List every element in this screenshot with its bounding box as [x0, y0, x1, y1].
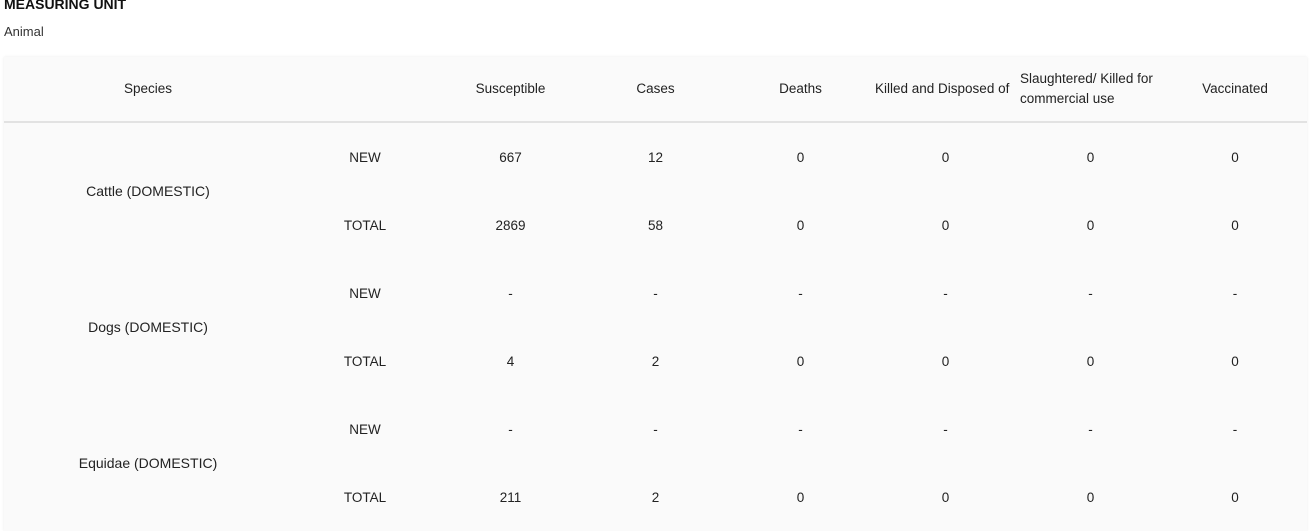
deaths-cell: 0: [796, 489, 805, 505]
vaccinated-cell: 0: [1231, 149, 1239, 165]
species-cell: Equidae (DOMESTIC): [78, 455, 218, 471]
table-row: TOTAL 4 2 0 0 0 0: [4, 327, 1307, 395]
vaccinated-cell: -: [1232, 285, 1238, 301]
cases-cell: 2: [651, 489, 660, 505]
cases-cell: -: [653, 421, 658, 437]
killed-disposed-cell: -: [943, 421, 948, 437]
table-row: Dogs (DOMESTIC) NEW - - - - - -: [4, 259, 1307, 336]
susceptible-cell: 667: [499, 149, 522, 165]
species-cell: Dogs (DOMESTIC): [88, 319, 208, 335]
type-cell: NEW: [349, 285, 381, 301]
table-row: TOTAL 2869 58 0 0 0 0: [4, 191, 1307, 259]
cases-cell: 2: [651, 353, 660, 369]
deaths-cell: 0: [796, 353, 805, 369]
susceptible-cell: -: [508, 285, 513, 301]
deaths-cell: -: [798, 285, 803, 301]
table-row: Cattle (DOMESTIC) NEW 667 12 0 0 0 0: [4, 123, 1307, 200]
killed-disposed-cell: -: [943, 285, 948, 301]
type-cell: TOTAL: [343, 217, 387, 233]
type-cell: TOTAL: [343, 353, 387, 369]
slaughtered-cell: 0: [1086, 353, 1095, 369]
susceptible-cell: 4: [506, 353, 515, 369]
header-species: Species: [4, 57, 292, 123]
slaughtered-cell: -: [1088, 421, 1093, 437]
deaths-cell: 0: [796, 217, 805, 233]
header-cases: Cases: [583, 57, 728, 123]
killed-disposed-cell: 0: [941, 217, 950, 233]
table-row: TOTAL 211 2 0 0 0 0: [4, 463, 1307, 531]
vaccinated-cell: 0: [1231, 489, 1239, 505]
header-killed-disposed: Killed and Disposed of: [873, 57, 1018, 123]
vaccinated-cell: 0: [1231, 217, 1239, 233]
slaughtered-cell: 0: [1086, 217, 1095, 233]
header-deaths: Deaths: [728, 57, 873, 123]
slaughtered-cell: 0: [1086, 149, 1095, 165]
susceptible-cell: 211: [499, 489, 522, 505]
outbreak-species-table: Species Susceptible Cases Deaths Killed and …: [4, 57, 1307, 531]
header-susceptible: Susceptible: [438, 57, 583, 123]
vaccinated-cell: 0: [1231, 353, 1239, 369]
table-row: Equidae (DOMESTIC) NEW - - - - - -: [4, 395, 1307, 472]
header-type: [292, 57, 438, 123]
cases-cell: 12: [647, 149, 664, 165]
slaughtered-cell: 0: [1086, 489, 1095, 505]
vaccinated-cell: -: [1232, 421, 1238, 437]
header-vaccinated: Vaccinated: [1163, 57, 1307, 123]
susceptible-cell: 2869: [495, 217, 526, 233]
susceptible-cell: -: [508, 421, 513, 437]
species-cell: Cattle (DOMESTIC): [86, 183, 210, 199]
header-slaughtered: Slaughtered/ Killed for commercial use: [1018, 57, 1163, 123]
type-cell: TOTAL: [343, 489, 387, 505]
killed-disposed-cell: 0: [941, 489, 950, 505]
deaths-cell: -: [798, 421, 803, 437]
killed-disposed-cell: 0: [941, 149, 950, 165]
deaths-cell: 0: [796, 149, 805, 165]
slaughtered-cell: -: [1088, 285, 1093, 301]
measuring-unit-label: MEASURING UNIT: [4, 0, 127, 12]
cases-cell: -: [653, 285, 658, 301]
type-cell: NEW: [349, 149, 381, 165]
type-cell: NEW: [349, 421, 381, 437]
measuring-unit-value: Animal: [4, 24, 44, 39]
killed-disposed-cell: 0: [941, 353, 950, 369]
cases-cell: 58: [647, 217, 664, 233]
